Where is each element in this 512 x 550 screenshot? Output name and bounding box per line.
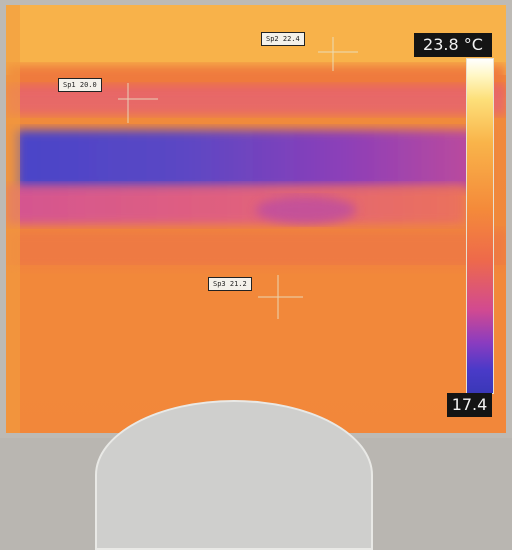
image-frame: Sp1 20.0 Sp2 22.4 Sp3 21.2 23.8 °C 17.4 xyxy=(6,5,506,550)
spot-label-3: Sp3 21.2 xyxy=(208,277,252,291)
crosshair-icons xyxy=(118,37,358,319)
overlay-circle xyxy=(95,400,373,550)
thermal-heatmap xyxy=(6,5,506,433)
scale-max-temperature: 23.8 °C xyxy=(414,33,492,57)
spot-label-1: Sp1 20.0 xyxy=(58,78,102,92)
spot-label-2: Sp2 22.4 xyxy=(261,32,305,46)
scale-min-temperature: 17.4 xyxy=(447,393,492,417)
color-scale-bar xyxy=(466,58,494,394)
thermal-image: Sp1 20.0 Sp2 22.4 Sp3 21.2 xyxy=(6,5,506,433)
